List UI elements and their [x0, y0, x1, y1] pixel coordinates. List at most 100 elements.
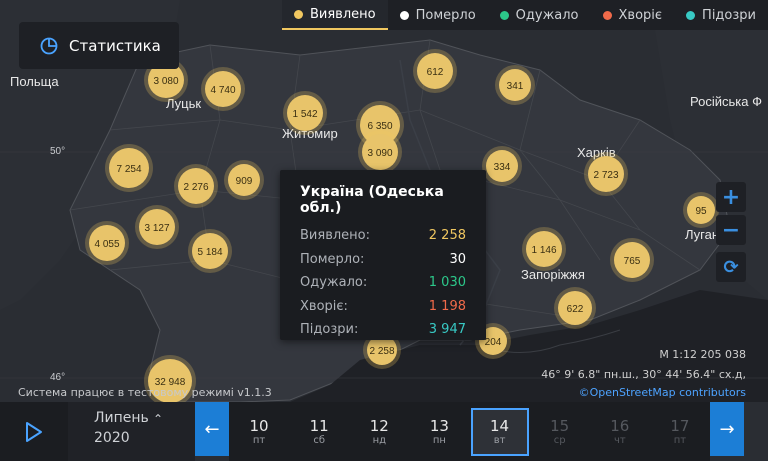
- minus-icon: −: [721, 217, 741, 243]
- cluster-marker[interactable]: 6 350: [356, 101, 404, 149]
- sick-dot-icon: [602, 10, 612, 20]
- day-item[interactable]: 11 сб: [290, 408, 348, 456]
- cluster-circle: [89, 225, 125, 261]
- cluster-marker[interactable]: 622: [554, 287, 596, 329]
- popup-row-sick: Хворіє: 1 198: [300, 295, 466, 319]
- cluster-marker[interactable]: 2 258: [363, 331, 401, 369]
- cluster-marker[interactable]: 1 146: [522, 227, 566, 271]
- osm-attribution-link[interactable]: ©OpenStreetMap contributors: [578, 386, 746, 399]
- day-item[interactable]: 16 чт: [591, 408, 649, 456]
- cluster-marker[interactable]: 341: [495, 65, 535, 105]
- tab-died[interactable]: Померло: [388, 0, 488, 30]
- month-name: Липень: [94, 410, 149, 426]
- cluster-count: 622: [567, 304, 584, 315]
- zoom-out-button[interactable]: −: [716, 215, 746, 245]
- cluster-marker[interactable]: 3 127: [135, 205, 179, 249]
- cluster-circle: [178, 168, 214, 204]
- month-selector[interactable]: Липень ⌃ 2020: [68, 402, 195, 461]
- tab-label: Одужало: [515, 7, 579, 23]
- cluster-circle: [148, 359, 192, 403]
- day-weekday: чт: [613, 435, 626, 446]
- cluster-count: 341: [507, 81, 524, 92]
- refresh-icon: ⟳: [723, 256, 739, 278]
- cluster-count: 6 350: [367, 121, 392, 132]
- day-item[interactable]: 12 нд: [350, 408, 408, 456]
- cluster-circle: [486, 150, 518, 182]
- cluster-count: 204: [485, 337, 502, 348]
- cluster-count: 2 276: [183, 182, 208, 193]
- cluster-marker[interactable]: 4 740: [201, 67, 245, 111]
- cluster-marker[interactable]: 3 090: [358, 130, 402, 174]
- cluster-marker[interactable]: 612: [413, 49, 457, 93]
- popup-label: Хворіє:: [300, 298, 348, 314]
- play-icon: [26, 421, 42, 442]
- cluster-circle: [228, 164, 260, 196]
- refresh-button[interactable]: ⟳: [716, 252, 746, 282]
- cluster-count: 612: [427, 67, 444, 78]
- cluster-circle: [287, 95, 323, 131]
- day-item[interactable]: 15 ср: [531, 408, 589, 456]
- detected-dot-icon: [293, 9, 303, 19]
- cluster-marker[interactable]: 1 542: [283, 91, 327, 135]
- tab-recovered[interactable]: Одужало: [488, 0, 591, 30]
- tab-detected[interactable]: Виявлено: [281, 0, 388, 30]
- map-label-poland: Польща: [10, 74, 59, 89]
- day-number: 14: [490, 417, 510, 435]
- cluster-marker[interactable]: 5 184: [188, 229, 232, 273]
- cluster-marker[interactable]: 2 723: [584, 152, 628, 196]
- cluster-count: 334: [494, 162, 511, 173]
- next-days-button[interactable]: →: [710, 402, 744, 456]
- cluster-marker[interactable]: 765: [610, 238, 654, 282]
- cluster-circle: [558, 291, 592, 325]
- statistics-button[interactable]: Статистика: [19, 22, 179, 69]
- day-item[interactable]: 17 пт: [651, 408, 709, 456]
- died-dot-icon: [399, 10, 409, 20]
- cluster-marker[interactable]: 7 254: [105, 144, 153, 192]
- popup-value: 3 947: [428, 322, 466, 338]
- cluster-count: 32 948: [155, 377, 186, 388]
- cluster-marker[interactable]: 4 055: [85, 221, 129, 265]
- play-button[interactable]: [0, 402, 68, 461]
- cluster-circle: [362, 134, 398, 170]
- cluster-marker[interactable]: 909: [224, 160, 264, 200]
- chevron-up-icon: ⌃: [153, 412, 164, 426]
- day-weekday: сб: [313, 435, 326, 446]
- latitude-label-50: 50°: [50, 146, 65, 157]
- popup-value: 1 030: [428, 275, 466, 291]
- tab-suspected[interactable]: Підозри: [674, 0, 768, 30]
- cluster-marker[interactable]: 32 948: [144, 355, 196, 407]
- cluster-circle: [526, 231, 562, 267]
- day-weekday: вт: [493, 435, 506, 446]
- map-label-russia: Російська Ф: [690, 94, 762, 109]
- cluster-circle: [360, 105, 400, 145]
- cluster-count: 765: [624, 256, 641, 267]
- cluster-count: 2 258: [369, 346, 394, 357]
- tab-sick[interactable]: Хворіє: [591, 0, 675, 30]
- cursor-coordinates: 46° 9' 6.8" пн.ш., 30° 44' 56.4" сх.д,: [541, 368, 746, 381]
- cluster-marker[interactable]: 204: [475, 323, 511, 359]
- prev-days-button[interactable]: ←: [195, 402, 229, 456]
- cluster-count: 4 740: [210, 85, 235, 96]
- popup-row-suspected: Підозри: 3 947: [300, 318, 466, 342]
- cluster-circle: [109, 148, 149, 188]
- zoom-in-button[interactable]: +: [716, 182, 746, 212]
- day-item[interactable]: 10 пт: [230, 408, 288, 456]
- cluster-marker[interactable]: 95: [683, 192, 719, 228]
- popup-label: Померло:: [300, 251, 365, 267]
- statistics-label: Статистика: [69, 36, 161, 55]
- day-item-selected[interactable]: 14 вт: [470, 407, 529, 456]
- day-item[interactable]: 13 пн: [410, 408, 468, 456]
- cluster-marker[interactable]: 334: [482, 146, 522, 186]
- cluster-marker[interactable]: 3 080: [144, 58, 188, 102]
- cluster-marker[interactable]: 2 276: [174, 164, 218, 208]
- day-weekday: пт: [673, 435, 687, 446]
- arrow-left-icon: ←: [204, 418, 220, 440]
- map-scale: М 1:12 205 038: [659, 348, 746, 361]
- cluster-circle: [148, 62, 184, 98]
- popup-label: Підозри:: [300, 322, 359, 338]
- version-notice: Система працює в тестовому режимі v1.1.3: [18, 386, 272, 399]
- popup-row-recovered: Одужало: 1 030: [300, 271, 466, 295]
- cluster-circle: [588, 156, 624, 192]
- day-number: 16: [610, 417, 630, 435]
